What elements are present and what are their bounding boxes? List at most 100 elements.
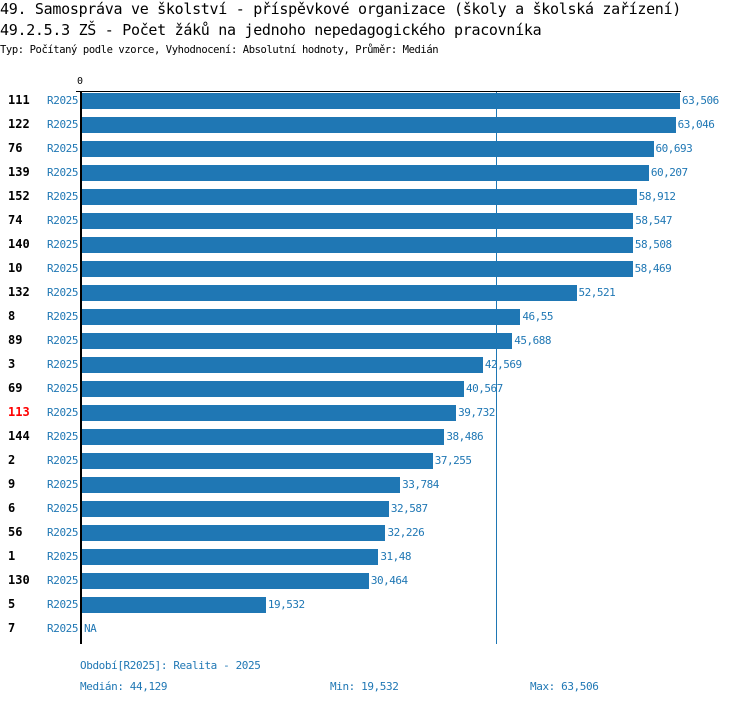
bar bbox=[82, 141, 654, 157]
value-label: 60,207 bbox=[650, 166, 688, 179]
row-period: R2025 bbox=[47, 454, 79, 467]
row-label: 76 bbox=[8, 141, 23, 155]
row-label: 7 bbox=[8, 621, 16, 635]
bar bbox=[82, 213, 634, 229]
value-label: 40,567 bbox=[465, 382, 503, 395]
bar bbox=[82, 477, 401, 493]
bar bbox=[82, 189, 637, 205]
median-line bbox=[496, 92, 497, 644]
value-label: 33,784 bbox=[402, 478, 439, 491]
row-period: R2025 bbox=[47, 382, 79, 395]
row-period: R2025 bbox=[47, 166, 79, 179]
bar bbox=[82, 597, 266, 613]
y-axis-line bbox=[80, 91, 82, 644]
row-label: 6 bbox=[8, 501, 16, 515]
bar bbox=[82, 405, 457, 421]
row-period: R2025 bbox=[47, 334, 79, 347]
row-label: 74 bbox=[8, 213, 23, 227]
row-period: R2025 bbox=[47, 310, 79, 323]
bar bbox=[82, 165, 649, 181]
row-label: 132 bbox=[8, 285, 30, 299]
value-label: NA bbox=[84, 622, 97, 635]
value-label: 46,55 bbox=[522, 310, 553, 323]
value-label: 37,255 bbox=[434, 454, 472, 467]
row-label: 69 bbox=[8, 381, 23, 395]
axis-zero-label: 0 bbox=[77, 76, 84, 87]
row-label: 144 bbox=[8, 429, 30, 443]
row-period: R2025 bbox=[47, 478, 79, 491]
bar bbox=[82, 525, 386, 541]
bar bbox=[82, 453, 433, 469]
row-period: R2025 bbox=[47, 406, 79, 419]
row-period: R2025 bbox=[47, 622, 79, 635]
value-label: 19,532 bbox=[267, 598, 305, 611]
bar bbox=[82, 237, 633, 253]
row-period: R2025 bbox=[47, 502, 79, 515]
value-label: 58,547 bbox=[635, 214, 673, 227]
row-label: 10 bbox=[8, 261, 23, 275]
value-label: 31,48 bbox=[380, 550, 412, 563]
row-period: R2025 bbox=[47, 190, 79, 203]
value-label: 60,693 bbox=[655, 142, 693, 155]
top-axis-line bbox=[76, 91, 681, 92]
row-period: R2025 bbox=[47, 574, 79, 587]
row-label: 111 bbox=[8, 93, 30, 107]
row-label: 139 bbox=[8, 165, 30, 179]
chart-info: Typ: Počítaný podle vzorce, Vyhodnocení:… bbox=[0, 44, 439, 56]
value-label: 39,732 bbox=[458, 406, 495, 419]
row-label: 89 bbox=[8, 333, 23, 347]
row-label: 1 bbox=[8, 549, 16, 563]
value-label: 58,469 bbox=[634, 262, 672, 275]
row-period: R2025 bbox=[47, 238, 79, 251]
row-period: R2025 bbox=[47, 142, 79, 155]
value-label: 58,508 bbox=[634, 238, 672, 251]
row-period: R2025 bbox=[47, 94, 79, 107]
row-label: 113 bbox=[8, 405, 30, 419]
row-period: R2025 bbox=[47, 598, 79, 611]
bar bbox=[82, 117, 676, 133]
bar bbox=[82, 501, 389, 517]
chart-subtitle: 49.2.5.3 ZŠ - Počet žáků na jednoho nepe… bbox=[0, 21, 542, 39]
row-label: 122 bbox=[8, 117, 30, 131]
row-label: 8 bbox=[8, 309, 16, 323]
row-label: 56 bbox=[8, 525, 23, 539]
bar bbox=[82, 573, 369, 589]
row-label: 140 bbox=[8, 237, 30, 251]
footer-min: Min: 19,532 bbox=[330, 680, 399, 693]
row-label: 152 bbox=[8, 189, 30, 203]
value-label: 45,688 bbox=[514, 334, 551, 347]
value-label: 32,587 bbox=[390, 502, 428, 515]
value-label: 38,486 bbox=[446, 430, 484, 443]
row-label: 5 bbox=[8, 597, 16, 611]
row-period: R2025 bbox=[47, 358, 79, 371]
footer-period: Období[R2025]: Realita - 2025 bbox=[80, 659, 261, 672]
row-period: R2025 bbox=[47, 262, 79, 275]
row-label: 2 bbox=[8, 453, 16, 467]
row-label: 130 bbox=[8, 573, 30, 587]
value-label: 63,506 bbox=[682, 94, 719, 107]
chart-title: 49. Samospráva ve školství - příspěvkové… bbox=[0, 0, 682, 18]
row-label: 3 bbox=[8, 357, 16, 371]
row-label: 9 bbox=[8, 477, 16, 491]
bar bbox=[82, 285, 577, 301]
row-period: R2025 bbox=[47, 526, 79, 539]
footer-max: Max: 63,506 bbox=[530, 680, 599, 693]
value-label: 30,464 bbox=[370, 574, 408, 587]
bar bbox=[82, 549, 379, 565]
row-period: R2025 bbox=[47, 430, 79, 443]
value-label: 42,569 bbox=[484, 358, 522, 371]
row-period: R2025 bbox=[47, 214, 79, 227]
bar bbox=[82, 261, 633, 277]
footer-median: Medián: 44,129 bbox=[80, 680, 168, 693]
bar bbox=[82, 93, 680, 109]
bar bbox=[82, 309, 521, 325]
bar bbox=[82, 357, 483, 373]
bar bbox=[82, 429, 445, 445]
bar bbox=[82, 333, 513, 349]
value-label: 58,912 bbox=[638, 190, 676, 203]
bar bbox=[82, 381, 464, 397]
value-label: 52,521 bbox=[578, 286, 616, 299]
value-label: 63,046 bbox=[677, 118, 715, 131]
row-period: R2025 bbox=[47, 550, 79, 563]
row-period: R2025 bbox=[47, 118, 79, 131]
